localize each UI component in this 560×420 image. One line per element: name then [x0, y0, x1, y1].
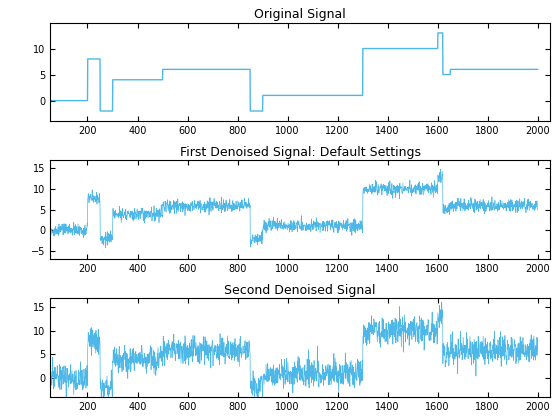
Title: Second Denoised Signal: Second Denoised Signal — [225, 284, 376, 297]
Title: First Denoised Signal: Default Settings: First Denoised Signal: Default Settings — [180, 146, 421, 159]
Title: Original Signal: Original Signal — [254, 8, 346, 21]
